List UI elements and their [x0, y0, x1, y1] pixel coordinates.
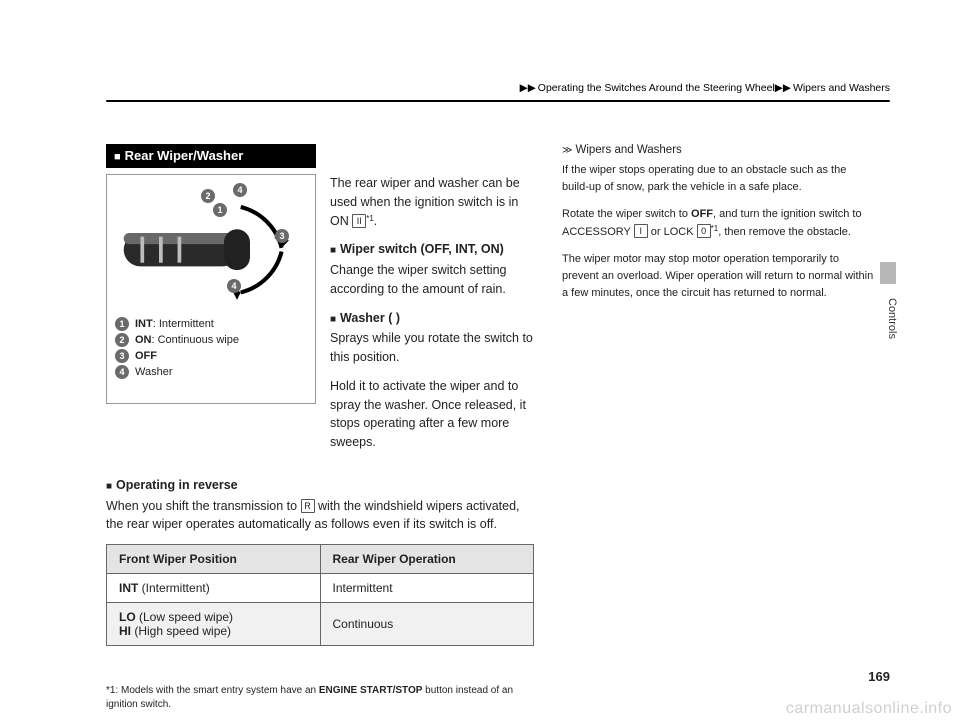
- section-title-text: Rear Wiper/Washer: [125, 148, 244, 163]
- header-divider: [106, 100, 890, 102]
- side-tab-label: Controls: [886, 298, 898, 339]
- callout-4a: 4: [233, 183, 247, 197]
- table-row: INT (Intermittent) Intermittent: [107, 574, 534, 603]
- subheading: ■Operating in reverse: [106, 476, 534, 495]
- main-column: ■ Rear Wiper/Washer: [106, 144, 534, 712]
- side-paragraph: Rotate the wiper switch to OFF, and turn…: [562, 206, 874, 241]
- manual-page: ▶▶Operating the Switches Around the Stee…: [0, 0, 960, 722]
- table-cell: Intermittent: [320, 574, 534, 603]
- figure-box: 1 2 4 3 4 1INT: Intermittent 2ON: Contin…: [106, 174, 316, 404]
- watermark: carmanualsonline.info: [786, 700, 952, 718]
- table-header: Front Wiper Position: [107, 545, 321, 574]
- section-title: ■ Rear Wiper/Washer: [106, 144, 316, 168]
- footnote: *1: Models with the smart entry system h…: [106, 684, 534, 712]
- callout-3: 3: [275, 229, 289, 243]
- paragraph: Hold it to activate the wiper and to spr…: [330, 377, 534, 452]
- figure-and-intro: 1 2 4 3 4 1INT: Intermittent 2ON: Contin…: [106, 174, 534, 462]
- subheading: ■Wiper switch (OFF, INT, ON): [330, 240, 534, 259]
- legend-item: 1INT: Intermittent: [115, 317, 307, 331]
- table-cell: Continuous: [320, 603, 534, 646]
- side-paragraph: If the wiper stops operating due to an o…: [562, 162, 874, 196]
- wiper-stalk-figure: 1 2 4 3 4: [115, 181, 307, 311]
- square-bullet-icon: ■: [114, 151, 121, 163]
- breadcrumb: ▶▶Operating the Switches Around the Stee…: [520, 82, 890, 94]
- breadcrumb-section: Operating the Switches Around the Steeri…: [538, 82, 775, 94]
- legend-item: 4Washer: [115, 365, 307, 379]
- side-paragraph: The wiper motor may stop motor operation…: [562, 251, 874, 302]
- page-number: 169: [868, 669, 890, 684]
- side-body: If the wiper stops operating due to an o…: [562, 162, 874, 302]
- chevron-right-icon: ▶▶: [775, 82, 791, 94]
- subheading: ■Washer ( ): [330, 309, 534, 328]
- legend-item: 2ON: Continuous wipe: [115, 333, 307, 347]
- table-cell: INT (Intermittent): [107, 574, 321, 603]
- intro-text-block: The rear wiper and washer can be used wh…: [330, 174, 534, 462]
- intro-paragraph: The rear wiper and washer can be used wh…: [330, 174, 534, 230]
- callout-4b: 4: [227, 279, 241, 293]
- table-header: Rear Wiper Operation: [320, 545, 534, 574]
- side-header: ≫Wipers and Washers: [562, 144, 874, 156]
- side-column: ≫Wipers and Washers If the wiper stops o…: [562, 144, 874, 712]
- callout-2: 2: [201, 189, 215, 203]
- paragraph: Change the wiper switch setting accordin…: [330, 261, 534, 299]
- table-cell: LO (Low speed wipe) HI (High speed wipe): [107, 603, 321, 646]
- legend-item: 3OFF: [115, 349, 307, 363]
- reverse-section: ■Operating in reverse When you shift the…: [106, 476, 534, 534]
- wiper-table: Front Wiper Position Rear Wiper Operatio…: [106, 544, 534, 646]
- content-columns: ■ Rear Wiper/Washer: [106, 144, 890, 712]
- continuation-icon: ≫: [562, 145, 572, 156]
- figure-legend: 1INT: Intermittent 2ON: Continuous wipe …: [115, 317, 307, 379]
- callout-1: 1: [213, 203, 227, 217]
- key-icon: I: [634, 224, 648, 238]
- key-icon: R: [301, 499, 315, 513]
- table-row: Front Wiper Position Rear Wiper Operatio…: [107, 545, 534, 574]
- table-row: LO (Low speed wipe) HI (High speed wipe)…: [107, 603, 534, 646]
- chevron-right-icon: ▶▶: [520, 82, 536, 94]
- side-tab-marker: [880, 262, 896, 284]
- key-icon: 0: [697, 224, 711, 238]
- breadcrumb-page: Wipers and Washers: [793, 82, 890, 94]
- key-icon: II: [352, 214, 366, 228]
- paragraph: Sprays while you rotate the switch to th…: [330, 329, 534, 367]
- paragraph: When you shift the transmission to R wit…: [106, 497, 534, 535]
